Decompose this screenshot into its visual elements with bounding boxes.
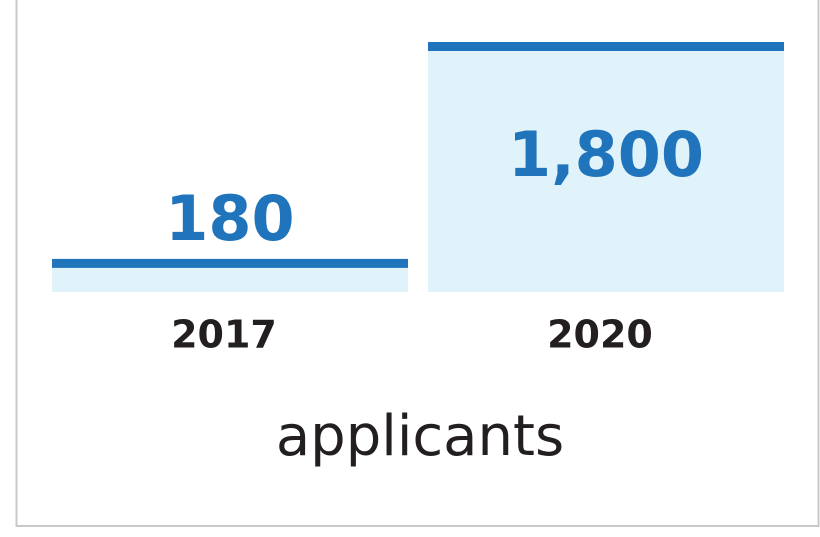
value-label: 1,800 <box>508 118 704 191</box>
category-label: 2020 <box>547 313 653 357</box>
axis-label: applicants <box>276 404 564 469</box>
bar-top <box>52 258 408 268</box>
bar-top <box>428 42 784 51</box>
category-label: 2017 <box>171 313 277 357</box>
bar <box>52 267 408 292</box>
value-label: 180 <box>165 182 294 255</box>
bar <box>428 51 784 292</box>
